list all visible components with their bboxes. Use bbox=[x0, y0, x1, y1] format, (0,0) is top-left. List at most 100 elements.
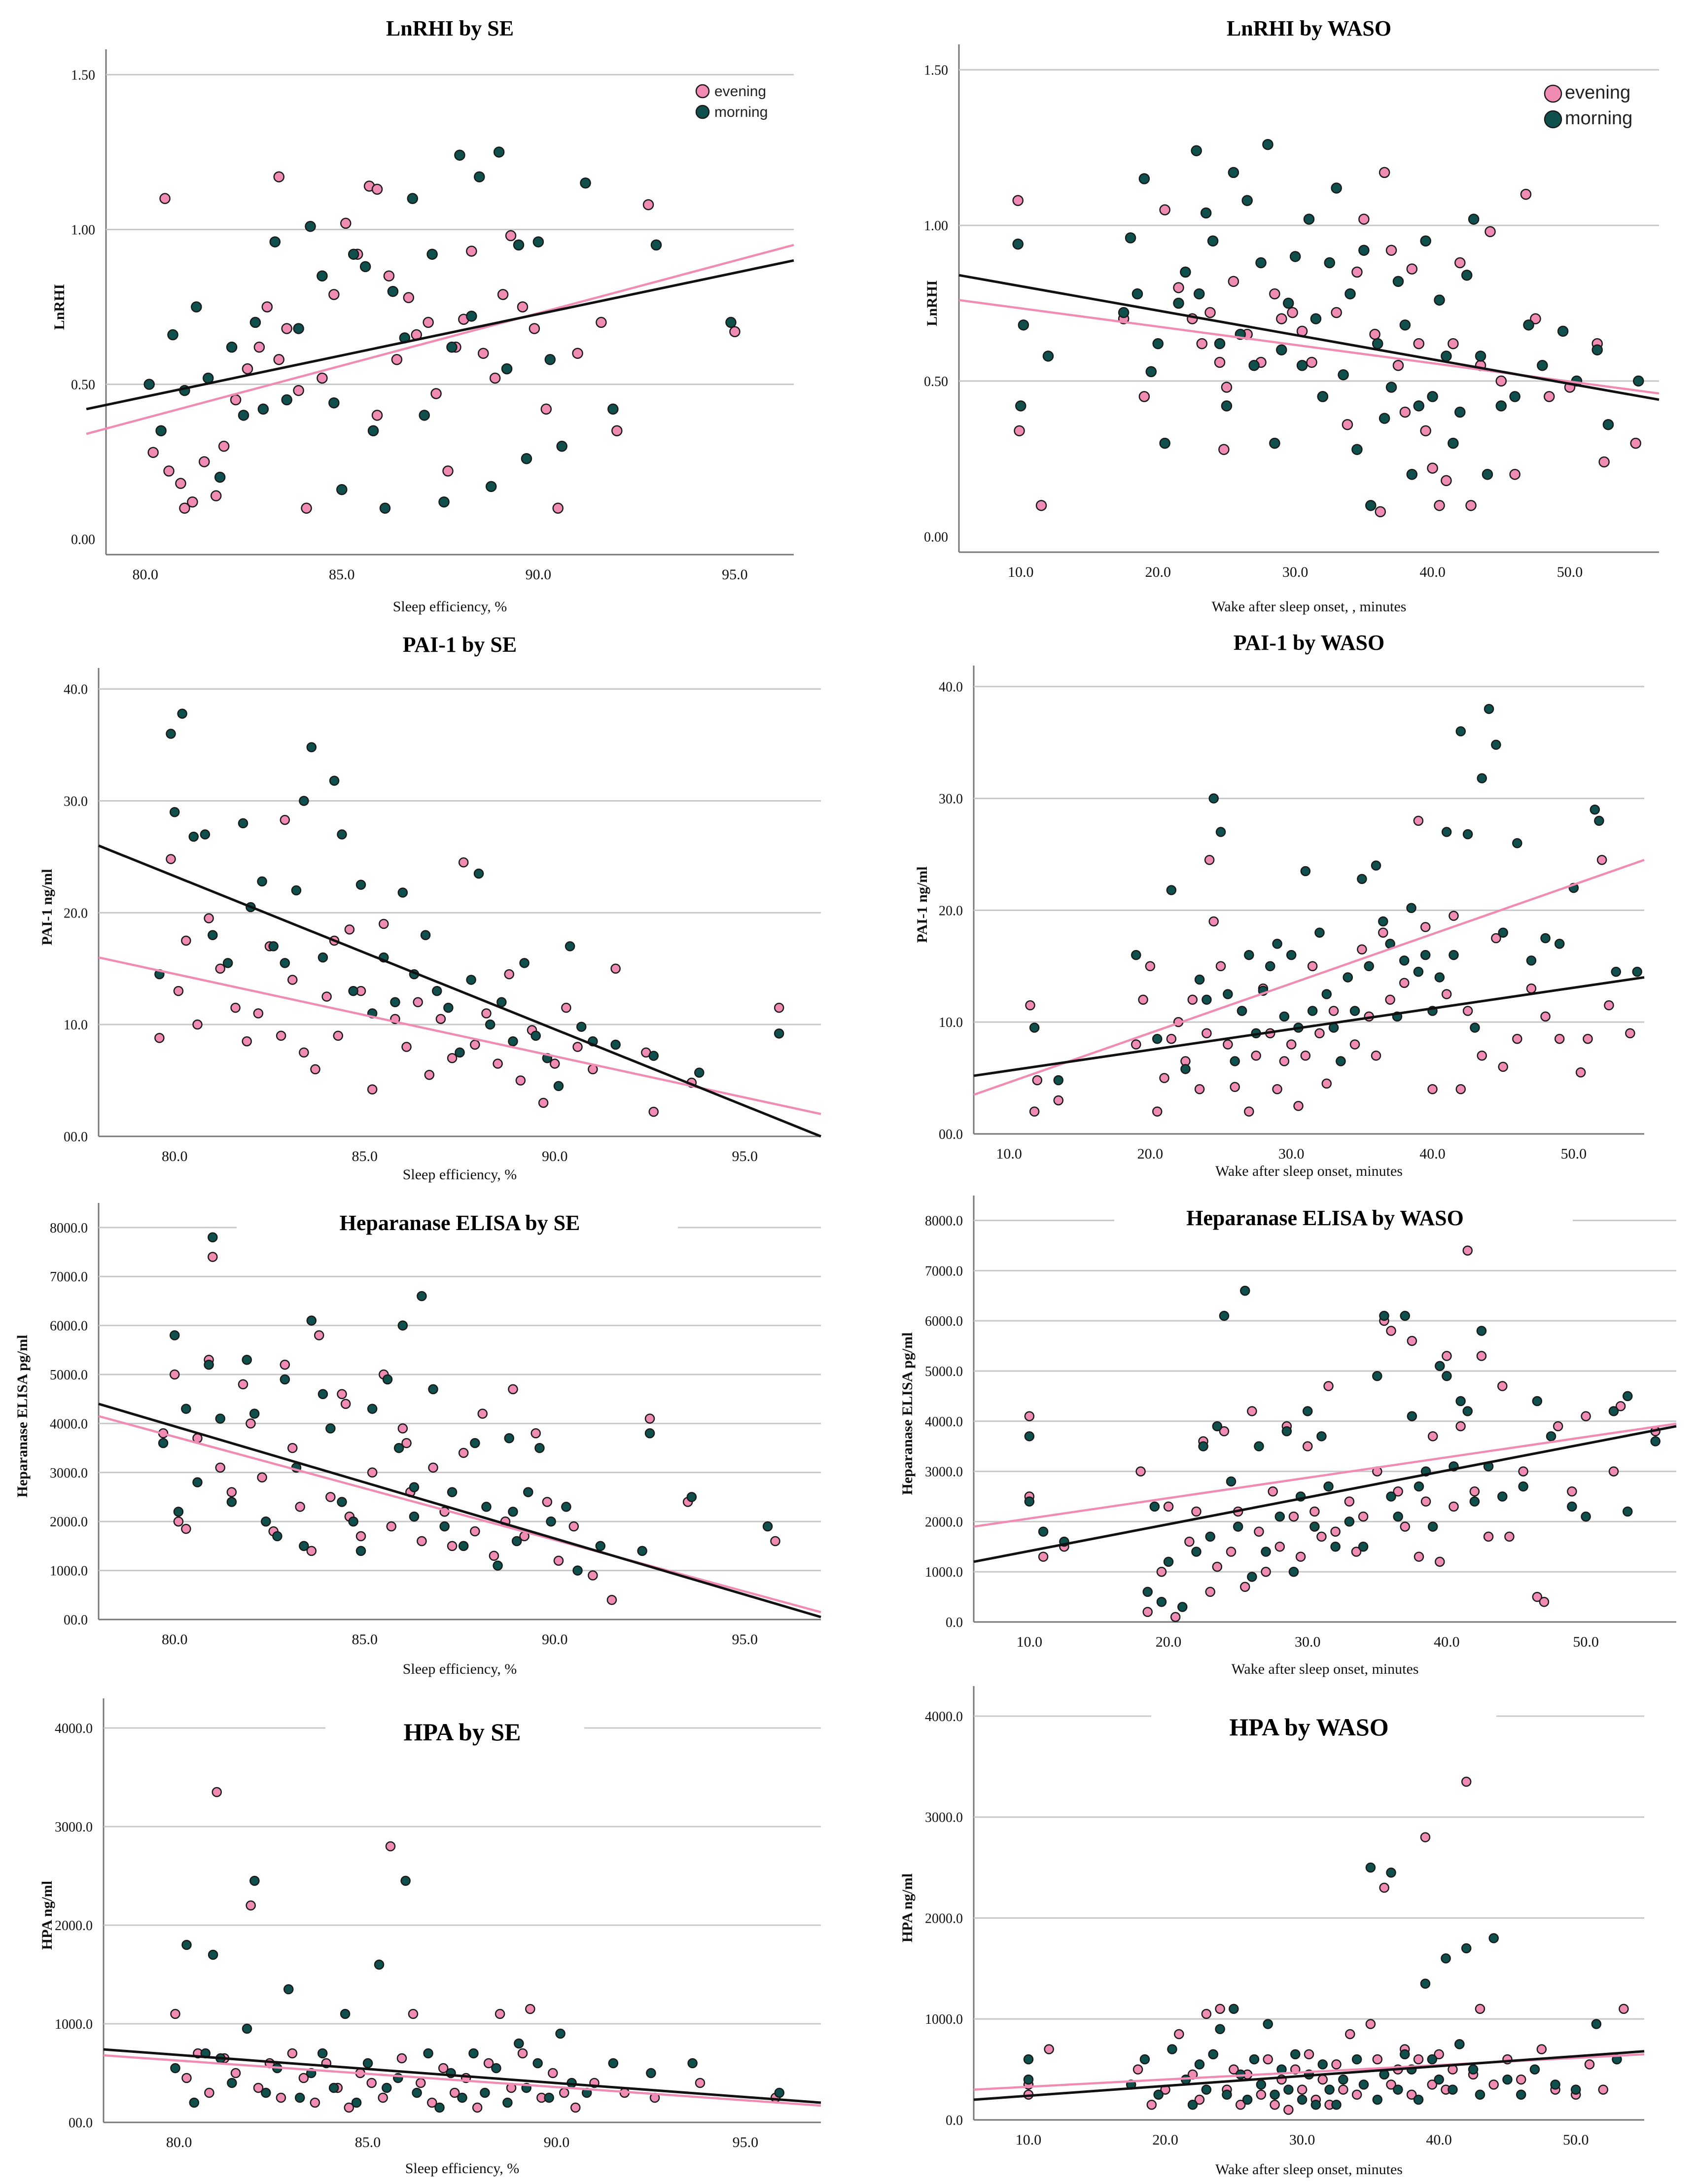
data-point-morning bbox=[1420, 235, 1431, 247]
data-point-evening bbox=[175, 478, 186, 489]
y-tick-label: 00.0 bbox=[64, 1613, 88, 1628]
series-evening bbox=[1012, 167, 1641, 518]
data-point-morning bbox=[181, 1939, 192, 1950]
data-point-morning bbox=[1038, 1526, 1049, 1537]
data-point-morning bbox=[1142, 1586, 1153, 1597]
y-tick-label: 3000.0 bbox=[55, 1820, 93, 1835]
data-point-morning bbox=[1269, 437, 1280, 449]
data-point-morning bbox=[1386, 1867, 1396, 1878]
data-point-morning bbox=[318, 1389, 328, 1400]
data-point-evening bbox=[1270, 2100, 1280, 2110]
data-point-evening bbox=[1379, 167, 1390, 178]
data-point-morning bbox=[1523, 319, 1534, 331]
data-point-evening bbox=[611, 425, 623, 436]
x-tick-label: 30.0 bbox=[1282, 564, 1308, 580]
x-tick-label: 40.0 bbox=[1419, 1146, 1446, 1162]
data-point-evening bbox=[1302, 1441, 1313, 1451]
data-point-morning bbox=[481, 1502, 492, 1512]
data-point-morning bbox=[1317, 2059, 1328, 2070]
x-tick-label: 20.0 bbox=[1152, 2132, 1178, 2148]
data-point-evening bbox=[1201, 2008, 1212, 2019]
data-point-morning bbox=[1191, 145, 1202, 156]
data-point-evening bbox=[515, 1075, 526, 1086]
data-point-morning bbox=[580, 177, 591, 189]
chart-panel-3: 00.0 10.0 20.0 30.0 40.0 80.0 85.0 90.0 95.0 PAI-… bbox=[39, 633, 821, 1183]
data-point-morning bbox=[379, 502, 391, 514]
data-point-morning bbox=[1336, 1056, 1346, 1066]
data-point-evening bbox=[1283, 2105, 1294, 2115]
data-point-morning bbox=[1516, 2089, 1526, 2100]
data-point-evening bbox=[1202, 1028, 1212, 1039]
y-tick-label: 20.0 bbox=[939, 903, 963, 918]
data-point-evening bbox=[1159, 1073, 1169, 1083]
data-point-evening bbox=[489, 372, 501, 384]
data-point-evening bbox=[1038, 1551, 1049, 1562]
y-tick-label: 1.50 bbox=[71, 68, 95, 83]
data-point-morning bbox=[572, 1565, 583, 1576]
data-point-morning bbox=[1024, 1496, 1035, 1507]
data-point-morning bbox=[637, 1546, 647, 1556]
data-point-evening bbox=[230, 2068, 241, 2078]
data-point-morning bbox=[553, 1081, 564, 1092]
data-point-morning bbox=[1358, 2079, 1369, 2090]
data-point-evening bbox=[397, 1423, 408, 1434]
data-point-morning bbox=[1632, 966, 1642, 977]
x-tick-label: 30.0 bbox=[1289, 2132, 1315, 2148]
data-point-evening bbox=[472, 2102, 483, 2113]
data-point-morning bbox=[1484, 704, 1494, 714]
data-point-morning bbox=[1223, 989, 1233, 999]
y-tick-label: 30.0 bbox=[64, 794, 88, 810]
y-axis-label: LnRHI bbox=[924, 280, 940, 326]
data-point-morning bbox=[1214, 338, 1226, 350]
data-point-evening bbox=[1219, 1426, 1230, 1437]
chart-panel-6: 0.0 1000.0 2000.0 3000.0 4000.0 5000.0 6000.0 7… bbox=[899, 1196, 1677, 1677]
data-point-evening bbox=[1142, 1607, 1153, 1617]
data-point-evening bbox=[1196, 338, 1208, 350]
data-point-evening bbox=[1427, 1084, 1438, 1094]
data-point-evening bbox=[530, 1428, 541, 1439]
data-point-morning bbox=[762, 1521, 773, 1532]
data-point-evening bbox=[383, 270, 395, 282]
data-point-morning bbox=[1608, 1406, 1619, 1416]
series-morning bbox=[1029, 704, 1642, 1086]
data-point-evening bbox=[729, 326, 741, 337]
series-evening bbox=[1024, 1245, 1661, 1622]
data-point-evening bbox=[570, 2102, 581, 2113]
data-point-morning bbox=[1198, 1441, 1208, 1451]
fit-line-morning bbox=[973, 2050, 1645, 2101]
data-point-evening bbox=[1399, 406, 1411, 418]
y-tick-label: 00.0 bbox=[69, 2115, 93, 2131]
data-point-evening bbox=[1509, 468, 1520, 480]
data-point-morning bbox=[454, 149, 465, 161]
data-point-morning bbox=[1435, 1361, 1445, 1372]
data-point-evening bbox=[276, 2092, 286, 2103]
data-point-evening bbox=[344, 2102, 354, 2113]
data-point-evening bbox=[253, 341, 265, 353]
data-point-morning bbox=[1296, 360, 1308, 371]
data-point-morning bbox=[1365, 500, 1377, 511]
data-point-morning bbox=[544, 2092, 554, 2103]
data-point-morning bbox=[438, 496, 450, 508]
data-point-morning bbox=[1138, 173, 1150, 184]
data-point-evening bbox=[470, 1526, 480, 1537]
data-point-evening bbox=[1314, 1028, 1325, 1039]
data-point-evening bbox=[1230, 1082, 1240, 1092]
data-point-evening bbox=[495, 2008, 505, 2019]
data-point-morning bbox=[546, 1516, 556, 1527]
data-point-evening bbox=[1435, 1556, 1445, 1567]
data-point-evening bbox=[1583, 1033, 1593, 1044]
data-point-morning bbox=[294, 2092, 305, 2103]
y-tick-label: 7000.0 bbox=[50, 1269, 88, 1285]
data-point-morning bbox=[1272, 939, 1282, 949]
data-point-evening bbox=[1307, 961, 1318, 972]
data-point-evening bbox=[1544, 391, 1555, 402]
data-point-morning bbox=[1594, 815, 1604, 826]
data-point-evening bbox=[1379, 1882, 1389, 1893]
y-tick-label: 00.0 bbox=[64, 1129, 88, 1145]
y-tick-label: 00.0 bbox=[939, 1127, 963, 1142]
chart-panel-7: 00.0 1000.0 2000.0 3000.0 4000.0 80.0 85.0 90.0… bbox=[39, 1698, 821, 2177]
data-point-evening bbox=[1156, 1566, 1167, 1577]
data-point-morning bbox=[428, 1384, 438, 1395]
data-point-evening bbox=[1146, 2100, 1157, 2110]
data-point-morning bbox=[1518, 1481, 1528, 1492]
